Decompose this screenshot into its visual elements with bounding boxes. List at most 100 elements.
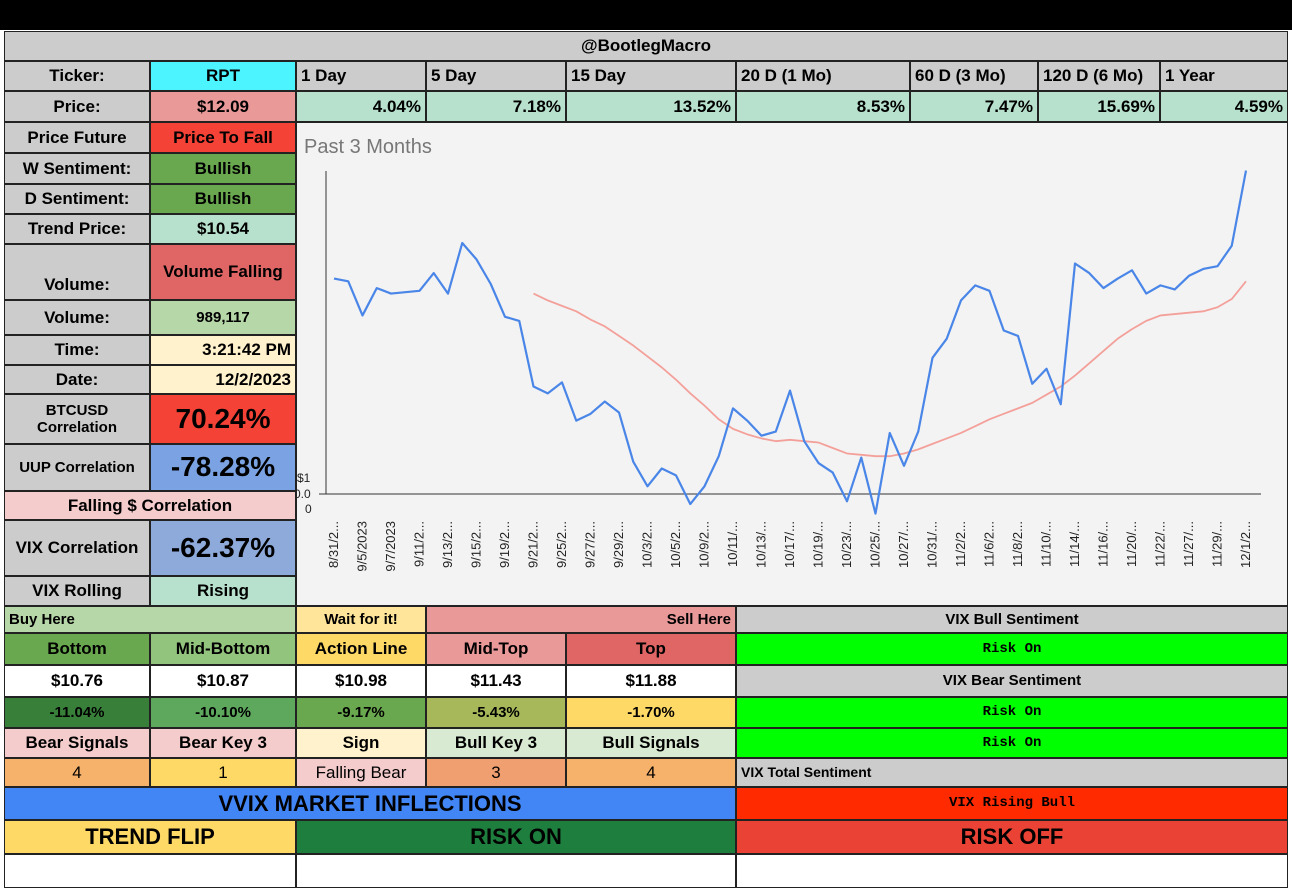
stat-label: D Sentiment:	[4, 184, 150, 214]
stat-label: Volume:	[4, 244, 150, 300]
x-tick-label: 10/25/...	[868, 521, 883, 568]
vix-title: VIX Bull Sentiment	[736, 606, 1288, 633]
chart-title: Past 3 Months	[304, 136, 432, 158]
period-header: 60 D (3 Mo)	[910, 61, 1038, 91]
level-change: -10.10%	[150, 697, 296, 728]
period-header: 5 Day	[426, 61, 566, 91]
level-header: Action Line	[296, 633, 426, 665]
period-change: 7.18%	[426, 91, 566, 122]
period-change: 7.47%	[910, 91, 1038, 122]
stat-value: 989,117	[150, 300, 296, 335]
signal-header: Bear Signals	[4, 728, 150, 758]
x-tick-label: 11/22/...	[1153, 521, 1168, 567]
x-tick-label: 10/5/2...	[668, 521, 683, 568]
ticker-label: Ticker:	[4, 61, 150, 91]
level-price: $10.87	[150, 665, 296, 697]
period-change: 15.69%	[1038, 91, 1160, 122]
vvix-item: RISK OFF	[736, 820, 1288, 854]
vix-value: Risk On	[736, 633, 1288, 665]
x-tick-label: 11/29/...	[1210, 521, 1225, 567]
level-header: Top	[566, 633, 736, 665]
stat-label: Time:	[4, 335, 150, 365]
vix-value: Risk On	[736, 697, 1288, 728]
level-price: $10.98	[296, 665, 426, 697]
stat-label: Date:	[4, 365, 150, 394]
period-header: 15 Day	[566, 61, 736, 91]
price-label: Price:	[4, 91, 150, 122]
vix-title: VIX Total Sentiment	[736, 758, 1288, 787]
signal-header: Bull Signals	[566, 728, 736, 758]
x-tick-label: 11/6/2...	[982, 521, 997, 567]
x-tick-label: 9/15/2...	[469, 521, 484, 568]
zone: Wait for it!	[296, 606, 426, 633]
x-tick-label: 9/27/2...	[583, 521, 598, 568]
x-tick-label: 10/17/...	[782, 521, 797, 568]
signal-value: 1	[150, 758, 296, 787]
vvix-item: TREND FLIP	[4, 820, 296, 854]
price-value: $12.09	[150, 91, 296, 122]
stat-value: Price To Fall	[150, 122, 296, 153]
signal-value: 4	[566, 758, 736, 787]
period-header: 20 D (1 Mo)	[736, 61, 910, 91]
x-tick-label: 9/19/2...	[497, 521, 512, 568]
signal-value: 4	[4, 758, 150, 787]
level-price: $11.88	[566, 665, 736, 697]
level-change: -1.70%	[566, 697, 736, 728]
zone: Buy Here	[4, 606, 296, 633]
x-tick-label: 10/11/...	[725, 521, 740, 567]
x-tick-label: 11/14/...	[1067, 521, 1082, 567]
stat-value: $10.54	[150, 214, 296, 244]
level-price: $10.76	[4, 665, 150, 697]
y-tick-label: 0	[305, 502, 312, 516]
stat-label: Volume:	[4, 300, 150, 335]
signal-value: 3	[426, 758, 566, 787]
x-tick-label: 11/2/2...	[953, 521, 968, 567]
stat-value: 12/2/2023	[150, 365, 296, 394]
x-tick-label: 9/21/2...	[526, 521, 541, 568]
x-tick-label: 11/27/...	[1181, 521, 1196, 567]
empty-cell	[736, 854, 1288, 888]
y-tick-label: $1	[297, 471, 311, 485]
x-tick-label: 11/10/...	[1039, 521, 1054, 567]
x-tick-label: 8/31/2...	[326, 521, 341, 568]
period-header: 120 D (6 Mo)	[1038, 61, 1160, 91]
line-series	[533, 280, 1247, 458]
period-header: 1 Day	[296, 61, 426, 91]
x-tick-label: 12/1/2...	[1238, 521, 1253, 568]
x-tick-label: 11/20/...	[1124, 521, 1139, 567]
vix-value: VIX Rising Bull	[736, 787, 1288, 820]
stat-value: Volume Falling	[150, 244, 296, 300]
level-header: Mid-Bottom	[150, 633, 296, 665]
x-tick-label: 10/3/2...	[640, 521, 655, 568]
stat-value: Rising	[150, 576, 296, 606]
stat-label: BTCUSD Correlation	[4, 394, 150, 444]
x-tick-label: 10/23/...	[839, 521, 854, 568]
level-change: -11.04%	[4, 697, 150, 728]
signal-header: Bull Key 3	[426, 728, 566, 758]
stat-label: VIX Rolling	[4, 576, 150, 606]
empty-cell	[296, 854, 736, 888]
y-tick-label: 0.0	[297, 487, 311, 501]
vix-value: Risk On	[736, 728, 1288, 758]
stat-label: Price Future	[4, 122, 150, 153]
x-tick-label: 9/13/2...	[440, 521, 455, 568]
x-tick-label: 10/19/...	[811, 521, 826, 568]
level-change: -9.17%	[296, 697, 426, 728]
signal-header: Sign	[296, 728, 426, 758]
stat-label: W Sentiment:	[4, 153, 150, 184]
level-header: Bottom	[4, 633, 150, 665]
header-title: @BootlegMacro	[4, 31, 1288, 61]
stat-value: 3:21:42 PM	[150, 335, 296, 365]
x-tick-label: 11/16/...	[1096, 521, 1111, 567]
level-change: -5.43%	[426, 697, 566, 728]
x-tick-label: 10/31/...	[925, 521, 940, 568]
x-tick-label: 10/13/...	[754, 521, 769, 568]
stat-value: Bullish	[150, 184, 296, 214]
stat-label: UUP Correlation	[4, 444, 150, 491]
level-price: $11.43	[426, 665, 566, 697]
stat-value: Bullish	[150, 153, 296, 184]
x-tick-label: 9/11/2...	[412, 521, 427, 567]
x-tick-label: 11/8/2...	[1010, 521, 1025, 567]
stat-value: -62.37%	[150, 520, 296, 576]
